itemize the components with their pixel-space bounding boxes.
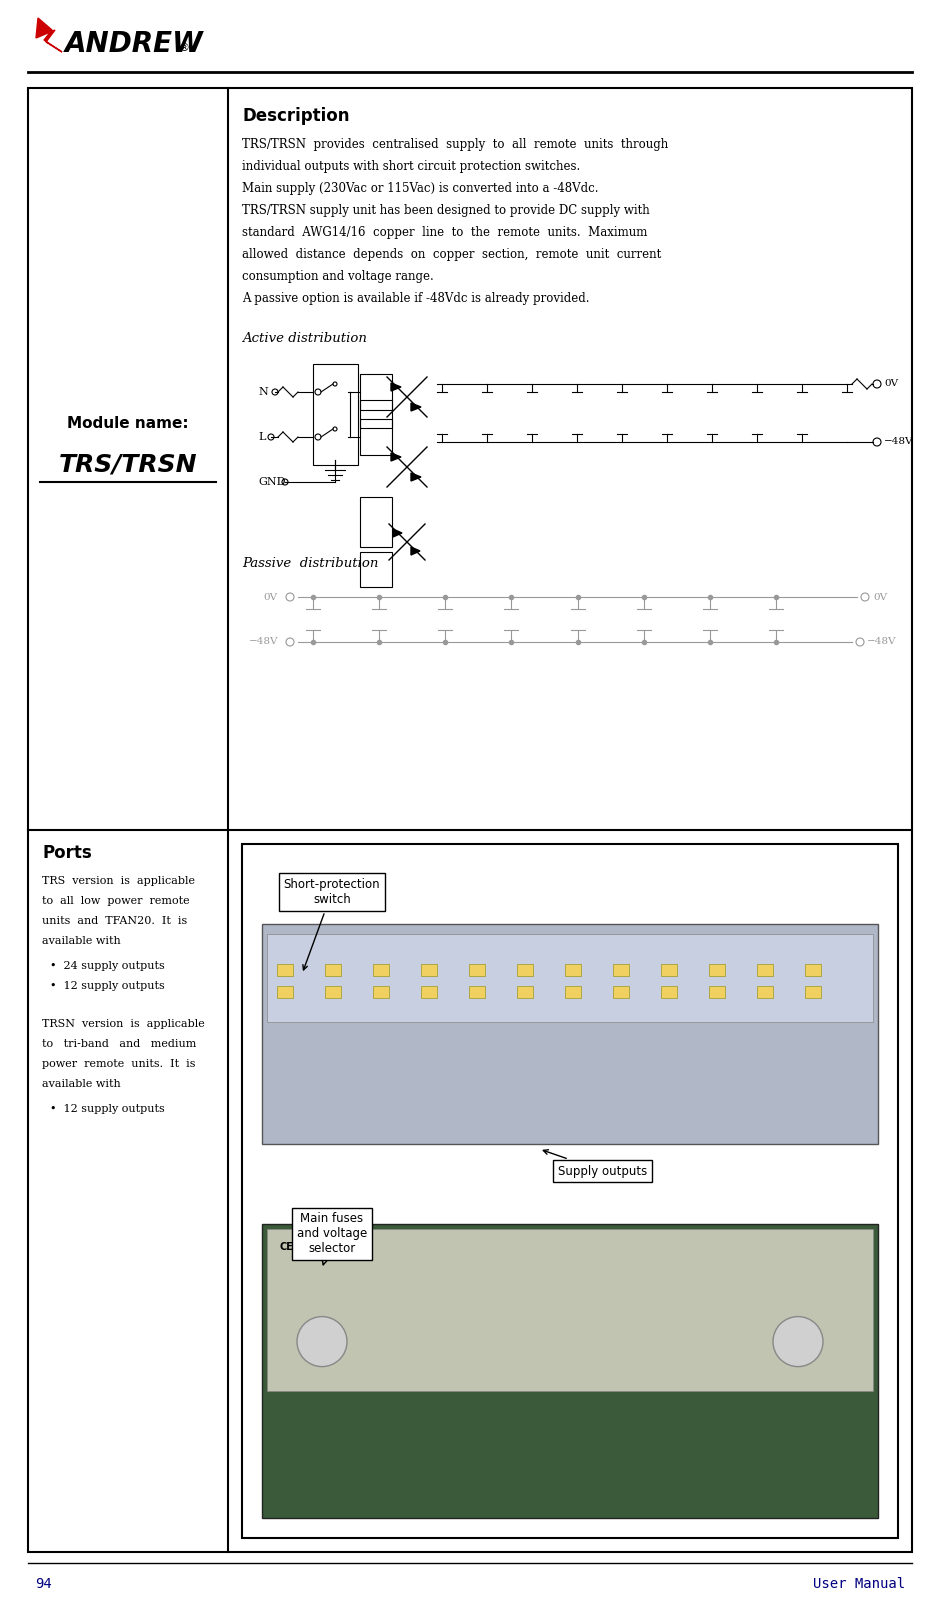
Text: •  12 supply outputs: • 12 supply outputs [50, 982, 164, 991]
Bar [565, 986, 581, 998]
Text: −48V: −48V [248, 637, 278, 646]
Text: Active distribution: Active distribution [242, 332, 367, 345]
Bar [325, 986, 341, 998]
Text: CE: CE [280, 1241, 294, 1253]
Circle shape [773, 1317, 823, 1367]
Text: Main supply (230Vac or 115Vac) is converted into a -48Vdc.: Main supply (230Vac or 115Vac) is conver… [242, 181, 599, 196]
Bar [262, 1224, 878, 1517]
Text: to  all  low  power  remote: to all low power remote [42, 897, 190, 906]
Bar [613, 964, 629, 975]
Text: Main fuses
and voltage
selector: Main fuses and voltage selector [297, 1213, 368, 1266]
Text: 0V: 0V [264, 592, 278, 602]
Text: TRS/TRSN: TRS/TRSN [58, 452, 197, 476]
Text: Ports: Ports [42, 844, 92, 861]
Text: −48V: −48V [867, 637, 897, 646]
Bar [517, 964, 533, 975]
Text: 0V: 0V [884, 380, 898, 388]
Polygon shape [391, 383, 401, 391]
Bar [360, 399, 392, 428]
Text: ANDREW: ANDREW [65, 30, 204, 58]
Bar [565, 964, 581, 975]
Text: consumption and voltage range.: consumption and voltage range. [242, 269, 433, 282]
Text: L: L [258, 431, 265, 443]
Bar [360, 419, 392, 456]
Bar [805, 986, 821, 998]
Bar [373, 964, 389, 975]
Text: •  12 supply outputs: • 12 supply outputs [50, 1104, 164, 1115]
Bar [360, 374, 392, 411]
Bar [360, 552, 392, 587]
Text: A passive option is available if -48Vdc is already provided.: A passive option is available if -48Vdc … [242, 292, 589, 305]
Text: available with: available with [42, 1079, 120, 1089]
Text: GND: GND [258, 476, 286, 488]
Bar [757, 986, 773, 998]
Polygon shape [411, 473, 421, 481]
Bar [262, 924, 878, 1144]
Bar [517, 986, 533, 998]
Circle shape [297, 1317, 347, 1367]
Text: Passive  distribution: Passive distribution [242, 557, 379, 569]
Bar [325, 964, 341, 975]
Text: −48V: −48V [884, 438, 914, 446]
Bar [373, 986, 389, 998]
Text: ®: ® [178, 43, 189, 53]
Bar [805, 964, 821, 975]
Text: Module name:: Module name: [67, 417, 189, 431]
Bar [313, 364, 358, 465]
Text: N: N [258, 387, 268, 398]
Text: power  remote  units.  It  is: power remote units. It is [42, 1059, 196, 1068]
Bar [267, 1229, 873, 1391]
Polygon shape [393, 529, 402, 537]
Text: to   tri-band   and   medium: to tri-band and medium [42, 1039, 196, 1049]
Text: available with: available with [42, 937, 120, 946]
Bar [469, 986, 485, 998]
Bar [421, 964, 437, 975]
Bar [242, 844, 898, 1538]
Bar [757, 964, 773, 975]
Text: 94: 94 [35, 1577, 52, 1591]
Text: 0V: 0V [873, 592, 887, 602]
Polygon shape [411, 403, 421, 411]
Polygon shape [391, 452, 401, 460]
Bar [267, 934, 873, 1022]
Bar [360, 497, 392, 547]
Polygon shape [36, 18, 62, 51]
Text: units  and  TFAN20.  It  is: units and TFAN20. It is [42, 916, 187, 926]
Bar [661, 986, 677, 998]
Text: allowed  distance  depends  on  copper  section,  remote  unit  current: allowed distance depends on copper secti… [242, 249, 661, 261]
Text: standard  AWG14/16  copper  line  to  the  remote  units.  Maximum: standard AWG14/16 copper line to the rem… [242, 226, 648, 239]
Bar [661, 964, 677, 975]
Bar [469, 964, 485, 975]
Text: TRS  version  is  applicable: TRS version is applicable [42, 876, 195, 885]
Bar [613, 986, 629, 998]
Bar [277, 986, 293, 998]
Text: User Manual: User Manual [813, 1577, 905, 1591]
Bar [709, 986, 725, 998]
Text: Description: Description [242, 107, 350, 125]
Text: Short-protection
switch: Short-protection switch [284, 877, 381, 970]
Text: TRSN  version  is  applicable: TRSN version is applicable [42, 1019, 205, 1030]
Text: TRS/TRSN supply unit has been designed to provide DC supply with: TRS/TRSN supply unit has been designed t… [242, 204, 650, 217]
Bar [277, 964, 293, 975]
Bar [421, 986, 437, 998]
Bar [709, 964, 725, 975]
Text: TRS/TRSN  provides  centralised  supply  to  all  remote  units  through: TRS/TRSN provides centralised supply to … [242, 138, 668, 151]
Bar [242, 844, 898, 1538]
Text: •  24 supply outputs: • 24 supply outputs [50, 961, 164, 970]
Text: Supply outputs: Supply outputs [543, 1150, 648, 1177]
Text: individual outputs with short circuit protection switches.: individual outputs with short circuit pr… [242, 160, 580, 173]
Polygon shape [411, 547, 420, 555]
